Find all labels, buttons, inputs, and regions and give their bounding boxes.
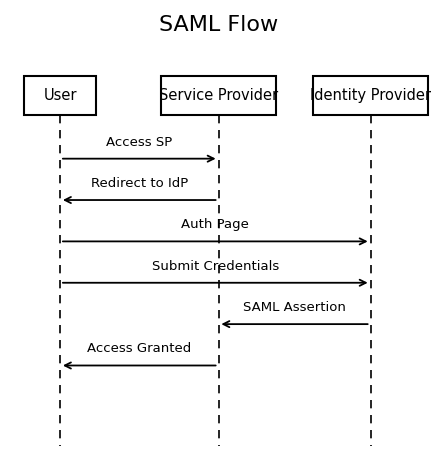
Bar [24,76,97,115]
Text: SAML Flow: SAML Flow [159,15,278,35]
Bar [161,76,276,115]
Text: Access SP: Access SP [106,136,173,149]
Text: User: User [43,88,77,103]
Text: Service Provider: Service Provider [159,88,278,103]
Text: Redirect to IdP: Redirect to IdP [90,177,188,190]
Text: Access Granted: Access Granted [87,342,191,356]
Text: SAML Assertion: SAML Assertion [243,301,346,314]
Text: Auth Page: Auth Page [181,218,249,231]
Bar [313,76,428,115]
Text: Submit Credentials: Submit Credentials [152,260,279,272]
Text: Identity Provider: Identity Provider [310,88,431,103]
